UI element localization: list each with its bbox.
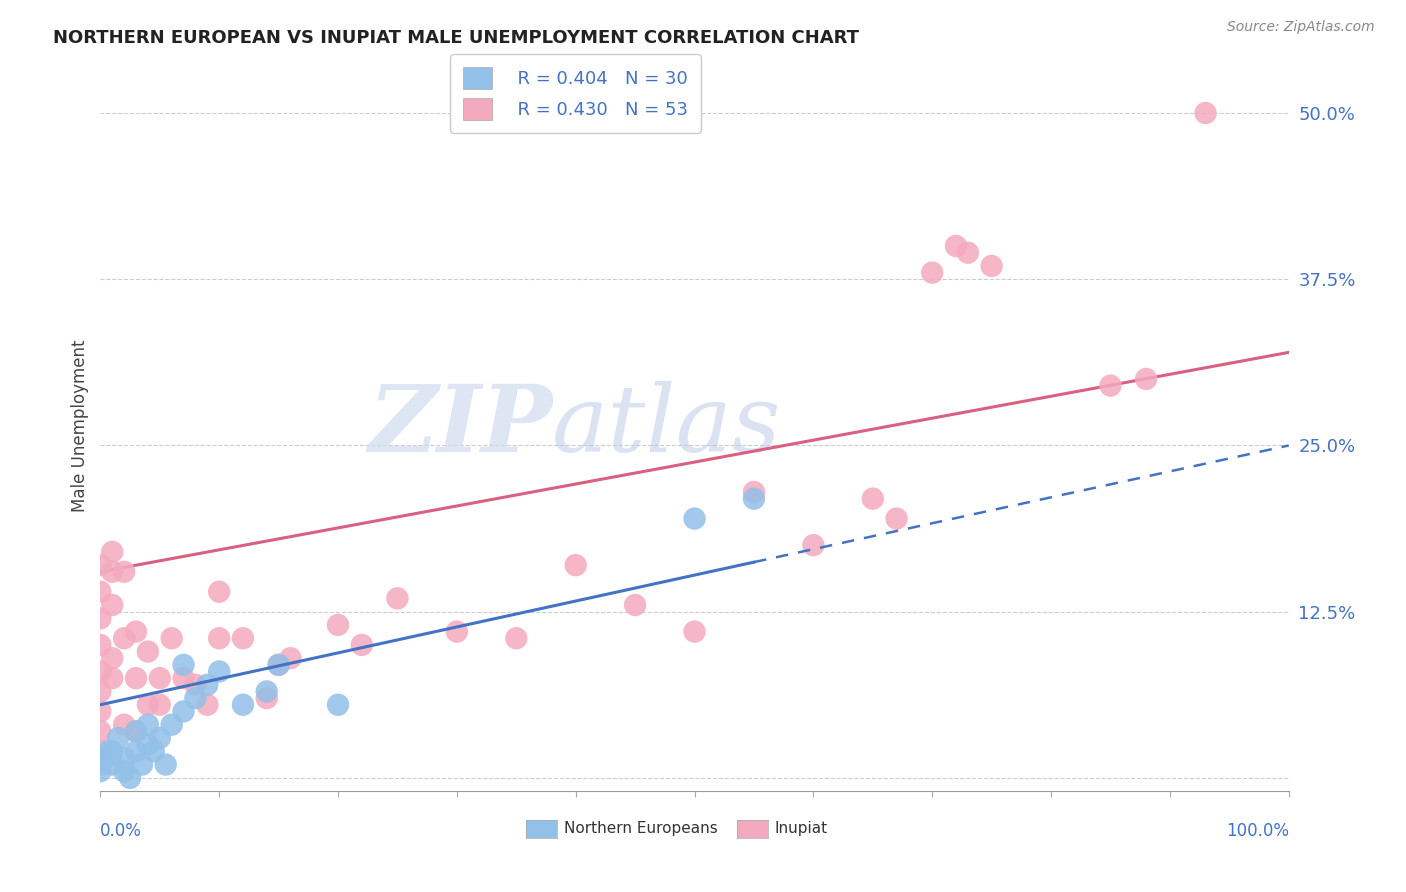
Point: [136, 717, 159, 731]
Point: [184, 691, 207, 706]
Point: [208, 665, 231, 679]
Point: [683, 511, 706, 525]
Point: [921, 266, 943, 280]
Point: [350, 638, 373, 652]
Point: [184, 678, 207, 692]
Text: ZIP: ZIP: [368, 381, 553, 470]
Point: [107, 731, 129, 745]
Point: [232, 632, 254, 646]
Point: [267, 657, 290, 672]
Point: [742, 485, 765, 500]
Point: [624, 598, 647, 612]
Point: [89, 558, 111, 573]
Point: [101, 598, 124, 612]
Text: atlas: atlas: [553, 381, 782, 470]
Point: [125, 724, 148, 739]
Point: [980, 259, 1002, 273]
Point: [803, 538, 825, 552]
Point: [160, 717, 183, 731]
Point: [683, 624, 706, 639]
Point: [97, 744, 120, 758]
Point: [1135, 372, 1157, 386]
Point: [112, 565, 135, 579]
Point: [155, 757, 177, 772]
Point: [101, 651, 124, 665]
Point: [862, 491, 884, 506]
Point: [136, 644, 159, 658]
Point: [326, 618, 349, 632]
Point: [112, 751, 135, 765]
Point: [945, 239, 967, 253]
Point: [136, 738, 159, 752]
Point: [195, 678, 218, 692]
Point: [112, 717, 135, 731]
Point: [195, 698, 218, 712]
Text: Inupiat: Inupiat: [775, 822, 828, 836]
Point: [173, 657, 195, 672]
Text: 0.0%: 0.0%: [100, 822, 142, 840]
Point: [149, 671, 172, 685]
Point: [280, 651, 302, 665]
Point: [1194, 106, 1216, 120]
Point: [96, 751, 118, 765]
Point: [208, 584, 231, 599]
Point: [131, 757, 153, 772]
Point: [446, 624, 468, 639]
Point: [125, 671, 148, 685]
Point: [136, 698, 159, 712]
Point: [112, 764, 135, 779]
Point: [149, 698, 172, 712]
Point: [112, 632, 135, 646]
Point: [160, 632, 183, 646]
Point: [101, 545, 124, 559]
Point: [101, 565, 124, 579]
Point: [505, 632, 527, 646]
Point: [101, 744, 124, 758]
Point: [142, 744, 165, 758]
Legend:   R = 0.404   N = 30,   R = 0.430   N = 53: R = 0.404 N = 30, R = 0.430 N = 53: [450, 54, 702, 133]
Point: [89, 757, 111, 772]
Point: [89, 684, 111, 698]
Point: [89, 584, 111, 599]
Point: [326, 698, 349, 712]
Point: [89, 764, 111, 779]
Point: [101, 671, 124, 685]
Point: [89, 744, 111, 758]
Point: [886, 511, 908, 525]
Text: NORTHERN EUROPEAN VS INUPIAT MALE UNEMPLOYMENT CORRELATION CHART: NORTHERN EUROPEAN VS INUPIAT MALE UNEMPL…: [53, 29, 859, 46]
Point: [89, 724, 111, 739]
Point: [232, 698, 254, 712]
Point: [125, 724, 148, 739]
Y-axis label: Male Unemployment: Male Unemployment: [72, 339, 89, 512]
Point: [89, 705, 111, 719]
Point: [125, 744, 148, 758]
Point: [256, 691, 278, 706]
Point: [101, 757, 124, 772]
Point: [173, 671, 195, 685]
Point: [564, 558, 586, 573]
Point: [208, 632, 231, 646]
Point: [173, 705, 195, 719]
Point: [89, 611, 111, 625]
Point: [149, 731, 172, 745]
Text: Northern Europeans: Northern Europeans: [564, 822, 717, 836]
Point: [125, 624, 148, 639]
Point: [256, 684, 278, 698]
Point: [742, 491, 765, 506]
Point: [267, 657, 290, 672]
Point: [387, 591, 409, 606]
Point: [1099, 378, 1122, 392]
Point: [956, 245, 979, 260]
Text: Source: ZipAtlas.com: Source: ZipAtlas.com: [1227, 20, 1375, 34]
Text: 100.0%: 100.0%: [1226, 822, 1289, 840]
Point: [120, 771, 142, 785]
Point: [89, 665, 111, 679]
Point: [89, 638, 111, 652]
